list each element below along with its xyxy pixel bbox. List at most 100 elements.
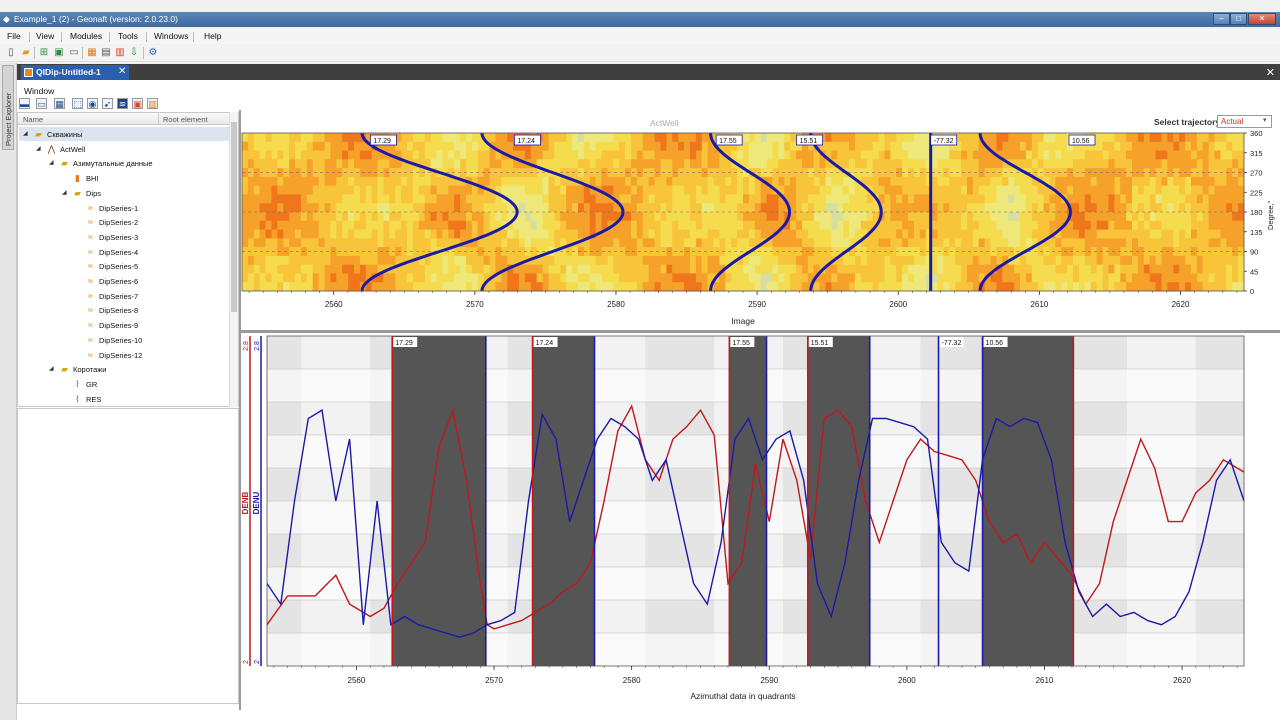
expand-triangle-icon[interactable]: ◢ bbox=[49, 160, 54, 167]
heatmap-cell bbox=[896, 133, 903, 143]
heatmap-cell bbox=[583, 264, 591, 274]
export-icon[interactable]: ⇩ bbox=[129, 47, 139, 58]
menu-tools[interactable]: Tools bbox=[118, 31, 138, 41]
horizontal-splitter[interactable] bbox=[241, 330, 1280, 333]
heatmap-cell bbox=[943, 159, 950, 169]
zoom-icon[interactable]: ◉ bbox=[87, 98, 98, 109]
heatmap-cell bbox=[1120, 194, 1127, 204]
heatmap-cell bbox=[713, 203, 720, 213]
close-button[interactable]: ✕ bbox=[1248, 13, 1276, 25]
heatmap-cell bbox=[619, 176, 626, 187]
heatmap-cell bbox=[306, 220, 314, 230]
dip-icon: ≈ bbox=[88, 246, 93, 257]
heatmap-cell bbox=[401, 176, 408, 187]
heatmap-cell bbox=[1190, 212, 1198, 222]
heatmap-cell bbox=[300, 282, 308, 292]
scrollbar-thumb[interactable] bbox=[231, 122, 237, 312]
layout-icon[interactable]: ▭ bbox=[36, 98, 47, 109]
fit-icon[interactable]: ⬚ bbox=[72, 98, 83, 109]
heatmap-cell bbox=[1108, 168, 1115, 178]
menu-file[interactable]: File bbox=[7, 31, 21, 41]
heatmap-cell bbox=[572, 282, 579, 292]
compass-icon[interactable]: ➹ bbox=[102, 98, 113, 109]
expand-triangle-icon[interactable]: ◢ bbox=[23, 131, 28, 137]
menu-windows[interactable]: Windows bbox=[154, 31, 189, 41]
open-folder-icon[interactable]: ▰ bbox=[22, 47, 30, 58]
palette-icon[interactable]: ▣ bbox=[132, 98, 143, 109]
grid-icon[interactable]: ▦ bbox=[54, 98, 65, 109]
add-data-icon[interactable]: ▣ bbox=[54, 47, 64, 58]
expand-triangle-icon[interactable]: ◢ bbox=[62, 189, 67, 196]
heatmap-cell bbox=[348, 176, 355, 187]
tab-close-icon[interactable]: ✕ bbox=[118, 66, 127, 77]
new-file-icon[interactable]: ▯ bbox=[8, 47, 14, 58]
tree-header-name[interactable]: Name bbox=[23, 115, 44, 124]
heatmap-cell bbox=[636, 159, 644, 169]
heatmap-cell bbox=[819, 141, 826, 151]
tree-scrollbar[interactable] bbox=[229, 112, 238, 407]
heatmap-cell bbox=[902, 264, 909, 274]
menu-view[interactable]: View bbox=[36, 31, 55, 41]
vertical-splitter[interactable] bbox=[239, 110, 241, 710]
project-explorer-tab[interactable]: Project Explorer bbox=[2, 65, 14, 150]
heatmap-cell bbox=[731, 282, 738, 292]
heatmap-cell bbox=[318, 273, 325, 283]
heatmap-cell bbox=[1161, 159, 1168, 169]
heatmap-cell bbox=[324, 273, 331, 283]
heatmap-cell bbox=[1179, 282, 1186, 292]
heatmap-cell bbox=[825, 273, 832, 283]
heatmap-cell bbox=[831, 264, 838, 274]
image-mode-icon[interactable]: ▥ bbox=[147, 98, 158, 109]
heatmap-cell bbox=[583, 185, 591, 195]
log-icon[interactable]: ▤ bbox=[101, 47, 111, 58]
heatmap-cell bbox=[595, 176, 602, 187]
minimize-button[interactable]: – bbox=[1213, 13, 1230, 25]
waves-icon[interactable]: ≋ bbox=[117, 98, 128, 109]
heatmap-cell bbox=[619, 159, 626, 169]
heatmap-cell bbox=[601, 264, 608, 274]
azimuthal-data-chart[interactable]: 17.29 17.24 17.55 15.51 10.56-77.322.82DENB2… bbox=[241, 333, 1280, 705]
settings-icon[interactable]: ⚙ bbox=[148, 47, 158, 58]
heatmap-cell bbox=[919, 220, 927, 230]
heatmap-cell bbox=[548, 150, 555, 160]
heatmap-cell bbox=[277, 185, 284, 195]
heatmap-cell bbox=[460, 159, 467, 169]
band-label: 15.51 bbox=[811, 340, 829, 347]
heatmap-cell bbox=[1208, 282, 1215, 292]
heatmap-cell bbox=[625, 282, 632, 292]
heatmap-cell bbox=[831, 203, 838, 213]
maximize-button[interactable]: □ bbox=[1230, 13, 1247, 25]
heatmap-cell bbox=[689, 194, 697, 204]
heatmap-cell bbox=[878, 185, 885, 195]
tab-qidip-untitled-1[interactable]: QIDip-Untitled-1 ✕ bbox=[21, 65, 129, 80]
chart-icon[interactable]: ▦ bbox=[87, 47, 97, 58]
add-well-icon[interactable]: ⊞ bbox=[39, 47, 49, 58]
heatmap-cell bbox=[919, 255, 927, 266]
heatmap-cell bbox=[377, 229, 384, 239]
expand-triangle-icon[interactable]: ◢ bbox=[36, 145, 41, 152]
main-toolbar: ▯ ▰ ⊞ ▣ ▭ ▦ ▤ ▥ ⇩ ⚙ bbox=[0, 45, 1280, 62]
heatmap-cell bbox=[966, 133, 974, 143]
save-icon[interactable]: ▬ bbox=[19, 98, 30, 109]
heatmap-cell bbox=[566, 255, 573, 266]
heatmap-cell bbox=[1067, 176, 1074, 187]
heatmap-cell bbox=[1014, 141, 1021, 151]
document-close-icon[interactable]: ✕ bbox=[1265, 67, 1275, 79]
heatmap-cell bbox=[1220, 264, 1227, 274]
trajectory-select[interactable]: Actual ▾ bbox=[1217, 115, 1272, 128]
heatmap-cell bbox=[837, 203, 844, 213]
heatmap-cell bbox=[837, 282, 844, 292]
window-menu-label[interactable]: Window bbox=[24, 86, 55, 96]
heatmap-cell bbox=[524, 238, 532, 248]
table-icon[interactable]: ▭ bbox=[69, 47, 79, 58]
heatmap-cell bbox=[554, 220, 561, 230]
tree-header-root[interactable]: Root element bbox=[163, 115, 208, 124]
menu-modules[interactable]: Modules bbox=[70, 31, 103, 41]
heatmap-cell bbox=[949, 176, 956, 187]
expand-triangle-icon[interactable]: ◢ bbox=[49, 366, 54, 373]
heatmap-cell bbox=[436, 212, 443, 222]
report-icon[interactable]: ▥ bbox=[115, 47, 125, 58]
menu-help[interactable]: Help bbox=[204, 31, 222, 41]
heatmap-cell bbox=[955, 133, 962, 143]
